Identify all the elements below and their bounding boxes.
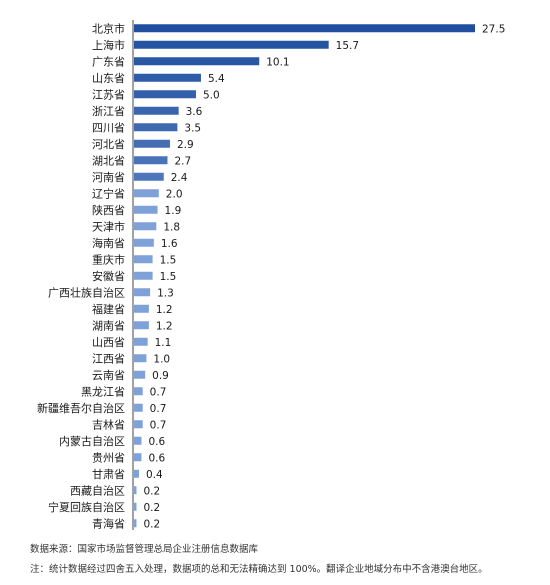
data-source-note: 数据来源：国家市场监督管理总局企业注册信息数据库 — [30, 544, 259, 555]
bar — [134, 420, 143, 429]
chart-area: 北京市 27.5 上海市 15.7 广东省 10.1 山东省 5.4 江苏省 5.0 浙江省 3.6 四… — [37, 20, 505, 530]
value-label: 0.2 — [143, 518, 160, 530]
category-label: 天津市 — [92, 219, 125, 233]
value-label: 0.6 — [148, 436, 165, 448]
value-label: 27.5 — [482, 23, 505, 35]
bar — [134, 40, 329, 49]
bar — [134, 106, 179, 115]
bar — [134, 189, 159, 198]
category-label: 青海省 — [92, 516, 125, 530]
bar — [134, 321, 149, 330]
value-label: 1.8 — [163, 221, 180, 233]
value-label: 3.5 — [184, 122, 201, 134]
bar — [134, 337, 148, 346]
bar — [134, 205, 158, 214]
bar — [134, 453, 142, 462]
value-label: 0.7 — [150, 403, 167, 415]
bar — [134, 255, 153, 264]
bar — [134, 57, 260, 66]
value-label: 5.0 — [203, 89, 220, 101]
value-label: 15.7 — [336, 40, 359, 52]
category-label: 海南省 — [92, 236, 125, 250]
bar — [134, 502, 137, 511]
category-label: 新疆维吾尔自治区 — [37, 401, 125, 415]
value-label: 1.2 — [156, 304, 173, 316]
category-label: 重庆市 — [92, 252, 125, 266]
bar — [134, 436, 142, 445]
category-label: 山西省 — [92, 336, 125, 349]
bar — [134, 387, 143, 396]
value-label: 1.5 — [160, 254, 177, 266]
value-label: 1.5 — [160, 271, 177, 283]
bar — [134, 139, 170, 148]
bar — [134, 403, 143, 412]
category-label: 安徽省 — [92, 269, 125, 283]
category-label: 辽宁省 — [92, 186, 125, 200]
value-label: 0.6 — [148, 452, 165, 464]
category-label: 吉林省 — [92, 417, 125, 431]
bar — [134, 370, 146, 379]
value-label: 1.6 — [161, 238, 178, 250]
bar — [134, 238, 154, 247]
category-label: 西藏自治区 — [70, 483, 125, 497]
bar — [134, 271, 153, 280]
category-label: 广东省 — [92, 55, 125, 68]
value-label: 0.2 — [143, 502, 160, 514]
category-label: 黑龙江省 — [81, 385, 125, 398]
value-label: 2.4 — [171, 172, 188, 184]
value-label: 2.0 — [166, 188, 183, 200]
category-label: 江西省 — [92, 352, 125, 365]
category-label: 江苏省 — [92, 88, 125, 101]
value-label: 3.6 — [186, 106, 203, 118]
bar — [134, 288, 151, 297]
bar — [134, 519, 137, 528]
bar — [134, 222, 157, 231]
value-label: 2.7 — [174, 155, 191, 167]
category-label: 北京市 — [92, 21, 125, 35]
value-label: 0.9 — [152, 370, 169, 382]
bar — [134, 486, 137, 495]
category-label: 贵州省 — [92, 451, 125, 464]
value-label: 2.9 — [177, 139, 194, 151]
category-label: 陕西省 — [92, 203, 125, 217]
value-label: 1.1 — [155, 337, 172, 349]
category-label: 山东省 — [92, 72, 125, 85]
bar — [134, 24, 475, 33]
category-label: 云南省 — [92, 369, 125, 382]
category-label: 湖南省 — [92, 319, 125, 332]
value-label: 0.7 — [150, 419, 167, 431]
value-label: 1.9 — [165, 205, 182, 217]
category-label: 宁夏回族自治区 — [48, 500, 125, 514]
category-label: 福建省 — [92, 302, 125, 316]
value-label: 1.3 — [157, 287, 174, 299]
value-label: 0.7 — [150, 386, 167, 398]
category-label: 浙江省 — [92, 105, 125, 118]
value-label: 1.2 — [156, 320, 173, 332]
value-label: 1.0 — [153, 353, 170, 365]
category-label: 甘肃省 — [92, 468, 125, 481]
bar — [134, 172, 164, 181]
bar — [134, 304, 149, 313]
value-label: 10.1 — [266, 56, 289, 68]
bar — [134, 354, 147, 363]
remark-note: 注：统计数据经过四舍五入处理，数据项的总和无法精确达到 100%。翻译企业地域分… — [30, 564, 488, 575]
category-label: 河北省 — [92, 138, 125, 151]
value-label: 5.4 — [208, 73, 225, 85]
bar — [134, 73, 201, 82]
value-label: 0.2 — [143, 485, 160, 497]
bar — [134, 123, 178, 132]
value-label: 0.4 — [146, 469, 163, 481]
bar — [134, 90, 196, 99]
category-label: 广西壮族自治区 — [48, 285, 125, 299]
category-label: 湖北省 — [92, 154, 125, 167]
bar — [134, 156, 168, 165]
category-label: 四川省 — [92, 121, 125, 134]
category-label: 内蒙古自治区 — [59, 434, 125, 448]
category-label: 上海市 — [92, 38, 125, 52]
bar-chart: 北京市 27.5 上海市 15.7 广东省 10.1 山东省 5.4 江苏省 5.0 浙江省 3.6 四… — [37, 20, 505, 530]
category-label: 河南省 — [92, 171, 125, 184]
bar — [134, 469, 139, 478]
